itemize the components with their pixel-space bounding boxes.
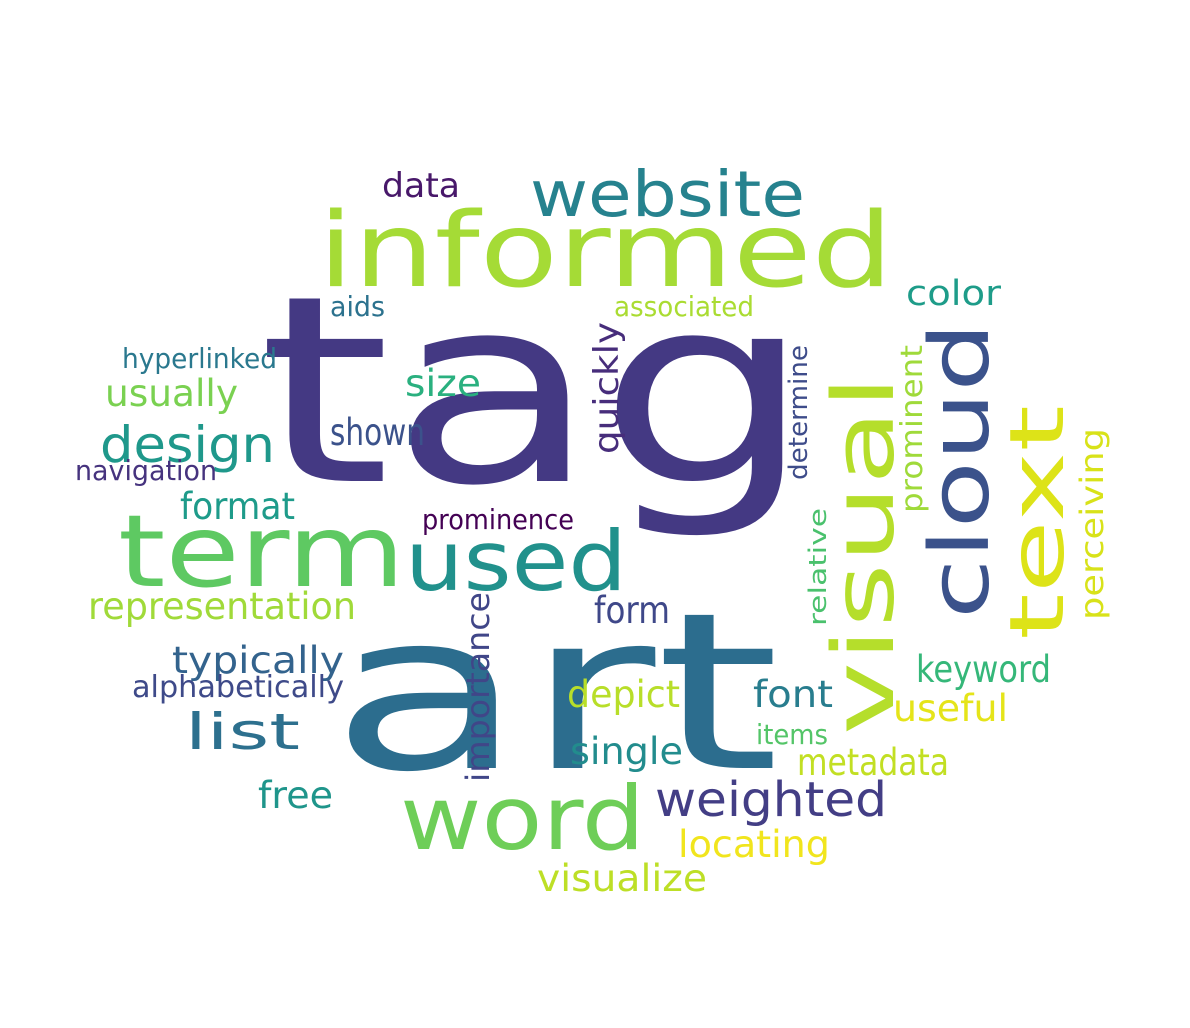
word-visualize: visualize — [537, 857, 707, 900]
word-art: art — [330, 567, 780, 820]
word-relative: relative — [804, 508, 832, 626]
word-tag: tag — [258, 241, 814, 543]
word-quickly: quickly — [587, 321, 627, 454]
word-data: data — [382, 166, 461, 206]
word-term: term — [118, 493, 405, 610]
word-metadata: metadata — [797, 741, 949, 784]
word-navigation: navigation — [75, 454, 218, 487]
word-prominence: prominence — [422, 503, 574, 536]
word-shown: shown — [330, 411, 426, 454]
word-form: form — [594, 589, 670, 632]
word-size: size — [405, 362, 481, 405]
word-cloud-term: cloud — [913, 321, 1008, 619]
word-hyperlinked: hyperlinked — [122, 342, 278, 375]
word-list: list — [185, 703, 301, 761]
word-weighted: weighted — [655, 772, 888, 828]
word-used: used — [405, 513, 628, 610]
word-determine: determine — [784, 345, 814, 480]
word-typically: typically — [172, 639, 345, 682]
word-usually: usually — [105, 372, 239, 415]
word-aids: aids — [330, 290, 386, 323]
word-perceiving: perceiving — [1073, 427, 1111, 620]
word-depict: depict — [567, 673, 681, 716]
word-representation: representation — [88, 585, 356, 628]
word-color: color — [906, 274, 1001, 314]
word-useful: useful — [893, 687, 1009, 730]
word-design: design — [100, 416, 275, 474]
word-informed: informed — [318, 191, 893, 311]
word-format: format — [180, 485, 295, 528]
word-importance: importance — [459, 592, 497, 782]
word-website: website — [530, 158, 806, 231]
word-text: text — [993, 405, 1081, 640]
word-keyword: keyword — [916, 648, 1051, 691]
word-font: font — [753, 673, 834, 716]
word-locating: locating — [678, 823, 830, 866]
word-prominent: prominent — [895, 345, 930, 513]
word-free: free — [258, 774, 334, 817]
word-word: word — [400, 767, 645, 870]
word-alphabetically: alphabetically — [132, 670, 344, 705]
word-items: items — [756, 718, 828, 751]
word-associated: associated — [614, 290, 755, 323]
word-single: single — [570, 730, 683, 773]
